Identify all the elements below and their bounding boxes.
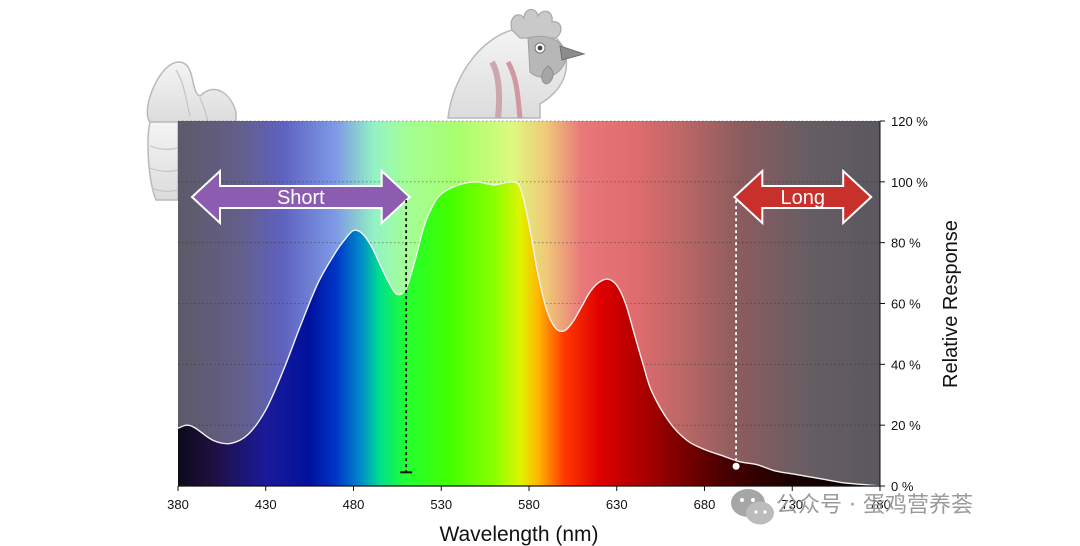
x-tick-label: 530 [430,497,452,512]
arrow-long [732,168,873,226]
wechat-icon [731,489,774,525]
y-tick-label: 40 % [891,357,921,372]
x-tick-label: 780 [869,497,891,512]
y-tick-label: 60 % [891,297,921,312]
x-tick-label: 580 [518,497,540,512]
x-axis-title: Wavelength (nm) [439,523,598,546]
arrow-label-short: Short [277,187,325,209]
x-tick-label: 680 [694,497,716,512]
y-tick-label: 120 % [891,114,928,129]
x-tick-label: 480 [343,497,365,512]
arrow-short [190,168,412,226]
watermark: 公众号 · 蛋鸡营养荟 [731,489,973,525]
y-tick-label: 80 % [891,236,921,251]
annotation-layer: Short Long [190,168,873,474]
x-tick-label: 380 [167,497,189,512]
y-tick-label: 20 % [891,418,921,433]
y-tick-label: 100 % [891,175,928,190]
chicken-illustration [146,8,586,201]
y-tick-label: 0 % [891,479,914,494]
x-tick-label: 430 [255,497,277,512]
x-tick-label: 730 [781,497,803,512]
x-tick-label: 630 [606,497,628,512]
arrow-label-long: Long [781,187,826,209]
watermark-text: 公众号 · 蛋鸡营养荟 [776,493,973,518]
response-curve [177,181,881,487]
long-boundary-end [732,462,740,470]
y-axis-title: Relative Response [940,220,962,388]
